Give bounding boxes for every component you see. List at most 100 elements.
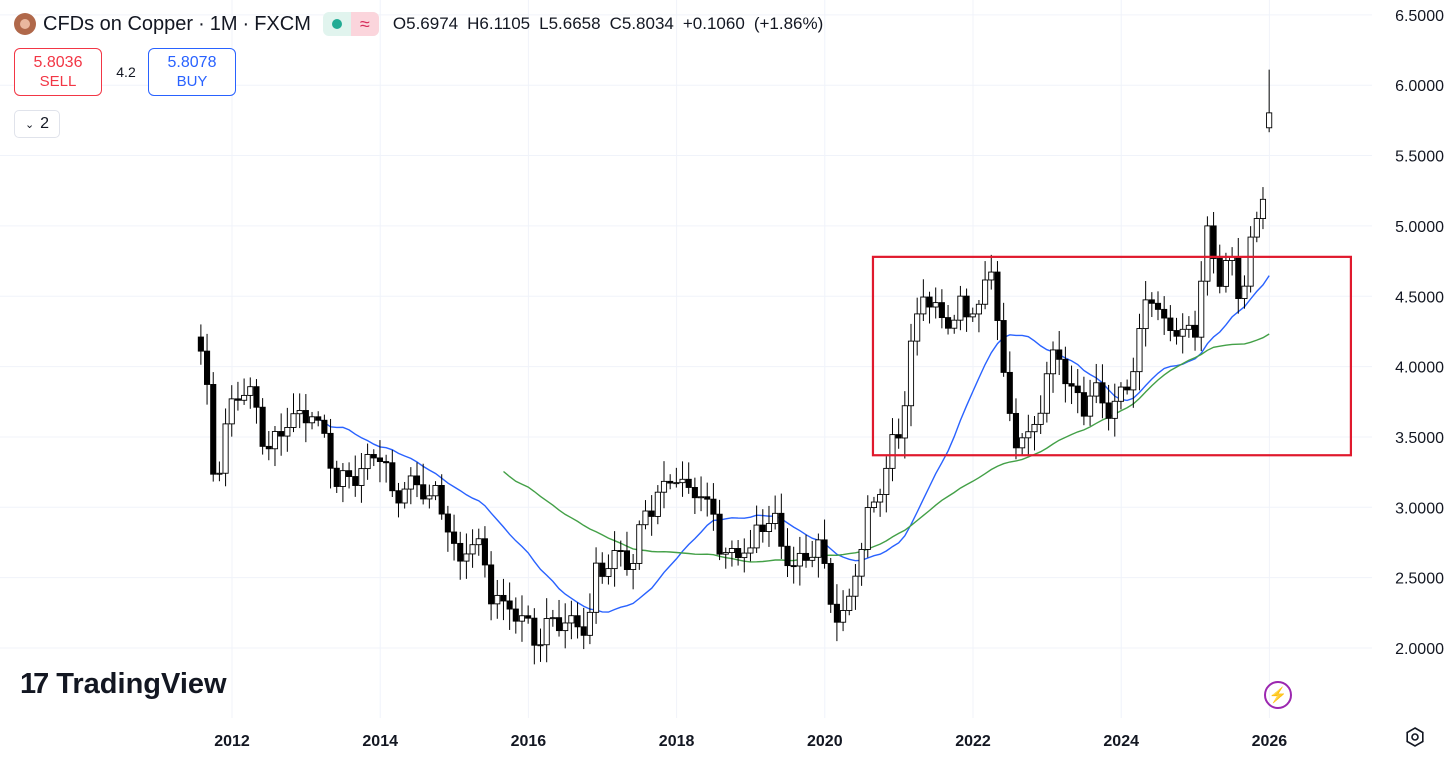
candle-body (784, 545, 791, 567)
change-percent: (+1.86%) (753, 14, 824, 33)
candle-body (877, 494, 884, 503)
y-tick-label: 2.5000 (1395, 571, 1444, 588)
separator-dot: · (242, 12, 250, 35)
candle-body (982, 279, 989, 305)
x-tick-label: 2024 (1103, 733, 1139, 750)
candle-body (494, 594, 501, 605)
lightning-bolt-icon[interactable]: ⚡ (1264, 681, 1292, 709)
candle-body (796, 552, 803, 567)
candle-body (1142, 299, 1149, 330)
candle-body (1037, 412, 1044, 425)
candle-body (642, 510, 649, 526)
candle-body (302, 410, 309, 424)
candle-body (815, 539, 822, 558)
candle-body (654, 491, 661, 517)
candle-body (197, 336, 204, 352)
candle-body (963, 295, 970, 318)
candle-body (1124, 386, 1131, 391)
candle-body (475, 538, 482, 546)
interval-label[interactable]: 1M (209, 12, 238, 35)
candle-body (308, 416, 316, 424)
candle-body (352, 476, 359, 486)
sell-button[interactable]: 5.8036 SELL (14, 48, 102, 96)
candle-body (228, 398, 235, 425)
symbol-header: CFDs on Copper · 1M · FXCM ≈ O 5.6974 H 6.… (14, 8, 823, 40)
y-tick-label: 3.0000 (1395, 500, 1444, 517)
candle-body (846, 595, 853, 611)
candle-body (253, 386, 260, 408)
candle-body (383, 461, 390, 464)
candle-body (1080, 392, 1087, 417)
candle-body (1198, 280, 1205, 338)
candle-body (716, 513, 723, 555)
x-tick-label: 2026 (1252, 733, 1288, 750)
candle-body (512, 608, 519, 622)
open-value: O 5.6974 (392, 14, 459, 33)
candle-body (265, 445, 272, 450)
wave-icon[interactable]: ≈ (350, 12, 379, 36)
candle-body (216, 472, 223, 475)
candle-body (975, 303, 982, 315)
candle-body (1031, 423, 1038, 433)
candle-body (271, 431, 279, 450)
candle-body (722, 552, 729, 555)
candle-body (593, 562, 600, 613)
market-status-dot-icon[interactable] (323, 12, 351, 36)
candle-body (1043, 373, 1050, 414)
candle-body (562, 622, 569, 632)
buy-button[interactable]: 5.8078 BUY (148, 48, 236, 96)
candle-body (346, 470, 353, 477)
separator-dot: · (198, 12, 205, 35)
candle-body (259, 406, 266, 447)
candle-body (1204, 225, 1211, 282)
candle-body (617, 550, 624, 552)
low-value: L 5.6658 (539, 14, 601, 33)
candle-body (1185, 324, 1192, 330)
candle-body (926, 296, 933, 308)
candle-body (1068, 383, 1075, 387)
candle-body (210, 384, 217, 475)
candle-body (549, 617, 556, 620)
x-tick-label: 2012 (214, 733, 250, 750)
candle-body (315, 416, 322, 421)
candle-body (698, 496, 705, 499)
candle-body (518, 615, 526, 622)
candle-body (858, 549, 865, 577)
candle-body (747, 547, 754, 554)
candle-body (1025, 431, 1032, 439)
candle-body (395, 490, 402, 504)
tradingview-mark-icon: 17 (20, 668, 49, 700)
y-tick-label: 4.5000 (1395, 289, 1444, 306)
candle-body (864, 507, 871, 550)
indicators-toggle-button[interactable]: ⌄ 2 (14, 110, 60, 138)
candle-body (636, 524, 643, 564)
candle-body (1006, 371, 1013, 414)
change-value: +0.1060 (682, 14, 745, 33)
candle-body (1161, 308, 1168, 319)
range-annotation-box (871, 255, 1353, 457)
candle-body (951, 319, 958, 329)
candle-body (772, 512, 779, 524)
candle-body (778, 512, 785, 547)
symbol-name[interactable]: CFDs on Copper (43, 12, 194, 35)
candle-body (889, 434, 896, 469)
candle-body (432, 485, 439, 497)
candle-body (802, 552, 810, 561)
indicators-count: 2 (40, 115, 50, 132)
candle-body (413, 475, 421, 486)
exchange-label[interactable]: FXCM (254, 12, 311, 35)
candle-body (1259, 198, 1267, 219)
moving-average-line (503, 333, 1270, 563)
candle-body (833, 603, 840, 623)
candle-body (1012, 412, 1020, 449)
candle-body (204, 350, 211, 385)
moving-average-line (317, 275, 1270, 613)
candle-body (1111, 400, 1118, 419)
settings-gear-icon[interactable] (1404, 726, 1426, 748)
candle-body (234, 398, 241, 401)
candle-body (1216, 258, 1223, 287)
candle-body (710, 498, 717, 515)
candle-body (1167, 317, 1174, 331)
market-status-pill[interactable]: ≈ (322, 12, 379, 36)
